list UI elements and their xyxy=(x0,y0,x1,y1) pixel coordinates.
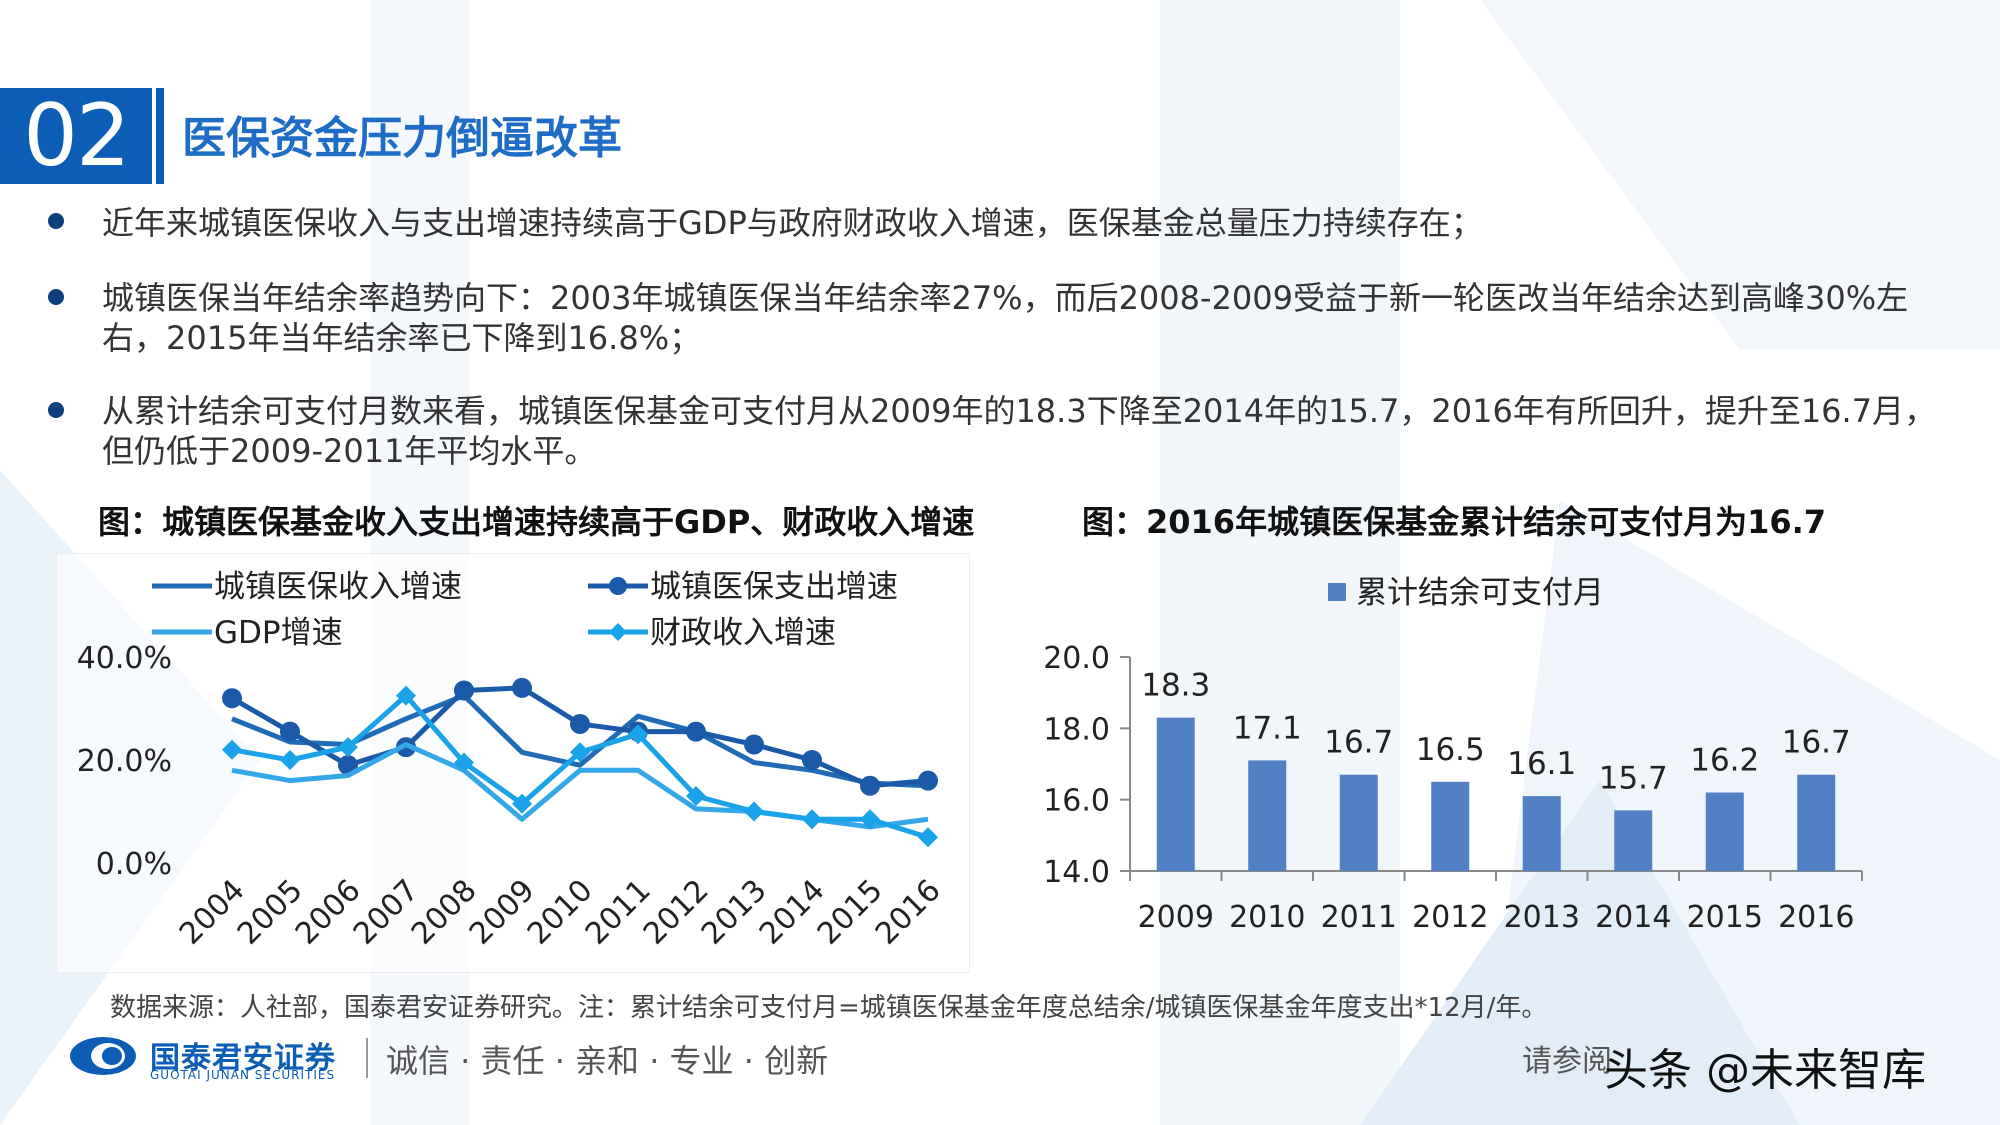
x-tick-label: 2014 xyxy=(753,873,832,952)
y-tick-label: 20.0% xyxy=(77,744,172,779)
line-chart: 40.0%20.0%0.0%20042005200620072008200920… xyxy=(77,569,948,952)
x-tick-label: 2016 xyxy=(869,873,948,952)
x-tick-label: 2006 xyxy=(289,873,368,952)
bar-value-label: 16.2 xyxy=(1690,743,1759,779)
bar-chart: 20.0 18.0 16.0 14.0 18.3 2009 17.1 2010 16.7 2011… xyxy=(1043,575,1863,935)
legend-label: GDP增速 xyxy=(214,615,343,651)
x-tick-label: 2012 xyxy=(637,873,716,952)
bullet-dot xyxy=(48,289,64,305)
bar-value-label: 16.7 xyxy=(1324,725,1393,761)
data-point xyxy=(454,752,474,773)
bar-value-label: 16.7 xyxy=(1782,725,1851,761)
x-tick-label: 2008 xyxy=(405,873,484,952)
x-tick-label: 2011 xyxy=(1321,900,1397,935)
bullet-text-1: 近年来城镇医保收入与支出增速持续高于GDP与政府财政收入增速，医保基金总量压力持… xyxy=(102,204,1483,242)
bullet-text-3: 从累计结余可支付月数来看，城镇医保基金可支付月从2009年的18.3下降至201… xyxy=(102,392,1937,470)
legend-label: 财政收入增速 xyxy=(650,615,836,651)
data-point xyxy=(512,793,532,814)
data-point xyxy=(860,775,880,796)
company-slogan: 诚信 · 责任 · 亲和 · 专业 · 创新 xyxy=(386,1042,829,1080)
data-point xyxy=(454,680,474,701)
bar-2012 xyxy=(1431,781,1470,871)
bullet-dot xyxy=(48,402,64,418)
page-title: 医保资金压力倒逼改革 xyxy=(182,113,622,164)
bar-value-label: 15.7 xyxy=(1599,760,1668,796)
x-tick-label: 2007 xyxy=(347,873,426,952)
data-point xyxy=(918,770,938,791)
bullet-text-2: 城镇医保当年结余率趋势向下：2003年城镇医保当年结余率27%，而后2008-2… xyxy=(102,279,1909,357)
x-tick-label: 2009 xyxy=(463,873,542,952)
data-point xyxy=(512,677,532,698)
bar-2014 xyxy=(1614,810,1653,871)
bar-value-label: 18.3 xyxy=(1141,668,1210,704)
watermark-text: 头条 @未来智库 xyxy=(1604,1045,1926,1096)
x-tick-label: 2004 xyxy=(173,873,252,952)
y-tick-label: 0.0% xyxy=(96,847,172,882)
company-logo-en: GUOTAI JUNAN SECURITIES xyxy=(150,1068,336,1082)
x-tick-label: 2015 xyxy=(811,873,890,952)
bar-value-label: 16.1 xyxy=(1507,746,1576,782)
legend-label: 城镇医保支出增速 xyxy=(650,569,898,605)
legend-swatch xyxy=(1328,583,1346,601)
right-figure-title: 图：2016年城镇医保基金累计结余可支付月为16.7 xyxy=(1082,503,1827,541)
company-logo-icon xyxy=(70,1037,136,1075)
data-point xyxy=(570,713,590,734)
data-source-note: 数据来源：人社部，国泰君安证券研究。注：累计结余可支付月=城镇医保基金年度总结余… xyxy=(110,993,1548,1023)
footer-divider xyxy=(366,1038,368,1078)
x-tick-label: 2014 xyxy=(1595,900,1671,935)
x-tick-label: 2009 xyxy=(1138,900,1214,935)
data-point xyxy=(686,786,706,807)
data-point xyxy=(802,809,822,830)
x-tick-label: 2005 xyxy=(231,873,310,952)
data-point xyxy=(918,827,938,848)
x-tick-label: 2010 xyxy=(521,873,600,952)
company-logo-text: 国泰君安证券 xyxy=(150,1041,336,1076)
data-point xyxy=(222,739,242,760)
data-point xyxy=(396,685,416,706)
x-tick-label: 2010 xyxy=(1229,900,1305,935)
data-point xyxy=(744,734,764,755)
bar-2015 xyxy=(1705,792,1744,871)
disclaimer-text: 请参阅 xyxy=(1522,1044,1612,1079)
y-tick-label: 18.0 xyxy=(1043,712,1110,747)
y-tick-label: 40.0% xyxy=(77,641,172,676)
data-point xyxy=(744,801,764,822)
section-number: 02 xyxy=(0,88,152,184)
x-tick-label: 2013 xyxy=(1504,900,1580,935)
data-point xyxy=(628,724,648,745)
bar-2016 xyxy=(1797,774,1836,871)
legend-label: 累计结余可支付月 xyxy=(1356,575,1604,611)
bar-value-label: 17.1 xyxy=(1233,710,1302,746)
legend-marker xyxy=(609,623,627,641)
x-tick-label: 2016 xyxy=(1778,900,1854,935)
legend-marker xyxy=(609,577,627,595)
data-point xyxy=(280,721,300,742)
x-tick-label: 2012 xyxy=(1412,900,1488,935)
x-tick-label: 2015 xyxy=(1687,900,1763,935)
data-point xyxy=(570,742,590,763)
data-point xyxy=(860,809,880,830)
bar-2011 xyxy=(1339,774,1378,871)
y-tick-label: 16.0 xyxy=(1043,784,1110,819)
data-point xyxy=(338,737,358,758)
bar-2009 xyxy=(1156,717,1195,871)
bar-2010 xyxy=(1248,760,1287,871)
data-point xyxy=(280,750,300,770)
data-point xyxy=(686,721,706,742)
bullet-dot xyxy=(48,213,64,229)
bar-2013 xyxy=(1522,796,1561,871)
y-tick-label: 14.0 xyxy=(1043,855,1110,890)
x-tick-label: 2011 xyxy=(579,873,658,952)
bar-value-label: 16.5 xyxy=(1416,732,1485,768)
data-point xyxy=(222,688,242,709)
section-divider xyxy=(156,88,164,184)
y-tick-label: 20.0 xyxy=(1043,641,1110,676)
data-point xyxy=(802,750,822,770)
x-tick-label: 2013 xyxy=(695,873,774,952)
legend-label: 城镇医保收入增速 xyxy=(214,569,462,605)
left-figure-title: 图：城镇医保基金收入支出增速持续高于GDP、财政收入增速 xyxy=(98,503,975,541)
